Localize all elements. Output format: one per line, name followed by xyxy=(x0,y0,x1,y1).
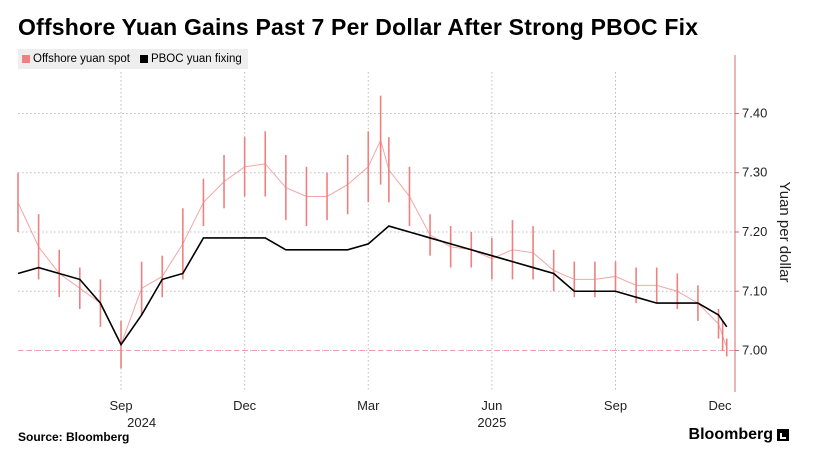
y-tick-label: 7.40 xyxy=(742,105,767,120)
legend-swatch-fixing xyxy=(139,55,148,63)
y-tick-label: 7.30 xyxy=(742,165,767,180)
x-tick-label: Sep xyxy=(109,398,132,413)
y-axis-label: Yuan per dollar xyxy=(776,182,793,283)
legend-item-spot: Offshore yuan spot xyxy=(22,53,130,65)
source-note: Source: Bloomberg xyxy=(18,430,130,444)
x-tick-label: Dec xyxy=(233,398,257,413)
chart-title: Offshore Yuan Gains Past 7 Per Dollar Af… xyxy=(18,14,699,40)
legend-label-spot: Offshore yuan spot xyxy=(33,53,130,65)
legend-item-fixing: PBOC yuan fixing xyxy=(139,53,242,65)
y-tick-label: 7.10 xyxy=(742,283,767,298)
x-tick-label: Mar xyxy=(357,398,380,413)
x-tick-label: Sep xyxy=(604,398,627,413)
x-year-label: 2025 xyxy=(477,415,506,430)
fixing-series-line xyxy=(17,225,728,347)
bloomberg-logo: Bloomberg xyxy=(689,426,789,444)
legend-label-fixing: PBOC yuan fixing xyxy=(150,53,242,65)
legend-swatch-spot xyxy=(22,55,30,63)
x-year-label: 2024 xyxy=(127,415,156,430)
chart-legend: Offshore yuan spot PBOC yuan fixing xyxy=(18,49,248,69)
y-tick-label: 7.20 xyxy=(742,224,767,239)
bloomberg-chart-icon xyxy=(777,429,789,441)
brand-name: Bloomberg xyxy=(688,426,773,443)
x-tick-label: Dec xyxy=(708,398,732,413)
y-tick-label: 7.00 xyxy=(742,343,767,358)
spot-series-line xyxy=(17,138,728,348)
x-tick-label: Jun xyxy=(481,398,502,413)
